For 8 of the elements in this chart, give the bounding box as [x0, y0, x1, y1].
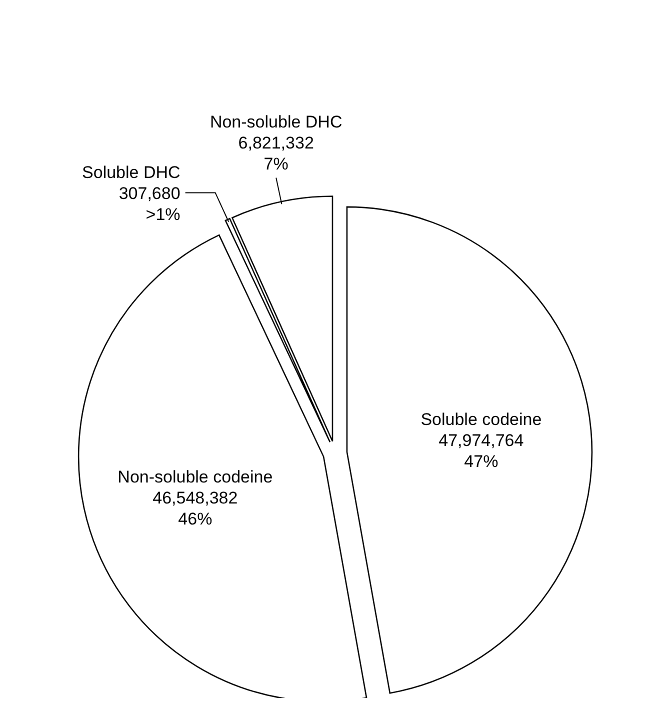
slice-label: Soluble codeine	[420, 410, 542, 430]
slice-label: Non-soluble codeine	[118, 468, 273, 487]
data-label: 46,548,382 46%	[152, 488, 238, 529]
slice-label: Soluble DHC	[82, 162, 180, 182]
data-label: 6,821,332 7%	[238, 134, 314, 174]
slice-label: Non-soluble DHC	[210, 112, 342, 132]
data-label: 307,680 >1%	[118, 184, 180, 224]
data-label: 47,974,764 47%	[438, 431, 524, 472]
